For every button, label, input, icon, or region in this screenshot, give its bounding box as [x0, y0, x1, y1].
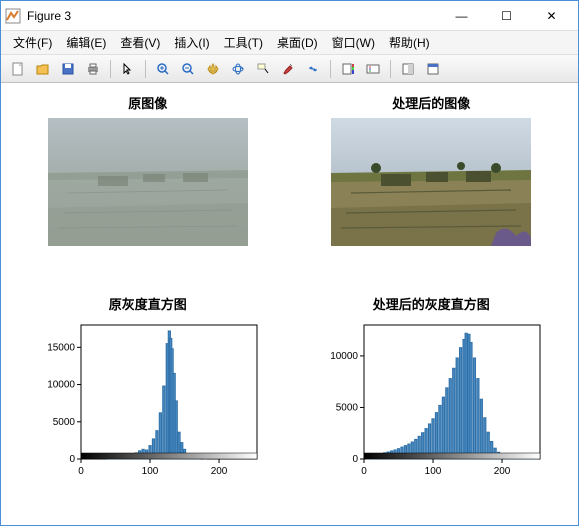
toolbar [1, 55, 578, 83]
menu-bar: 文件(F) 编辑(E) 查看(V) 插入(I) 工具(T) 桌面(D) 窗口(W… [1, 31, 578, 55]
toolbar-separator [390, 60, 391, 78]
maximize-glyph: ☐ [501, 9, 512, 23]
toolbar-separator [110, 60, 111, 78]
panel-processed-histogram: 处理后的灰度直方图 0 5000 10000 0 100 200 [305, 294, 559, 510]
processed-image-axes[interactable] [331, 118, 531, 246]
svg-text:200: 200 [210, 466, 227, 477]
svg-text:5000: 5000 [336, 402, 359, 413]
panel-title: 原图像 [128, 93, 167, 112]
menu-view[interactable]: 查看(V) [114, 32, 166, 53]
svg-text:0: 0 [78, 466, 84, 477]
menu-insert[interactable]: 插入(I) [168, 32, 215, 53]
zoom-in-icon[interactable] [152, 58, 174, 80]
link-icon[interactable] [302, 58, 324, 80]
toolbar-separator [330, 60, 331, 78]
pan-icon[interactable] [202, 58, 224, 80]
window-title: Figure 3 [27, 9, 439, 23]
original-image-axes[interactable] [48, 118, 248, 246]
toolbar-separator [145, 60, 146, 78]
zoom-out-icon[interactable] [177, 58, 199, 80]
close-glyph: ✕ [546, 9, 556, 23]
svg-text:0: 0 [361, 466, 367, 477]
menu-desktop[interactable]: 桌面(D) [271, 32, 324, 53]
pointer-icon[interactable] [117, 58, 139, 80]
close-button[interactable]: ✕ [529, 1, 574, 31]
svg-text:5000: 5000 [53, 417, 76, 428]
menu-edit[interactable]: 编辑(E) [60, 32, 112, 53]
maximize-button[interactable]: ☐ [484, 1, 529, 31]
title-bar[interactable]: Figure 3 — ☐ ✕ [1, 1, 578, 31]
save-icon[interactable] [57, 58, 79, 80]
menu-file[interactable]: 文件(F) [7, 32, 58, 53]
panel-original-histogram: 原灰度直方图 0 5000 10000 15000 0 100 200 [21, 294, 275, 510]
panel-original-image: 原图像 [21, 93, 275, 269]
figure-window: Figure 3 — ☐ ✕ 文件(F) 编辑(E) 查看(V) 插入(I) 工… [0, 0, 579, 526]
svg-text:100: 100 [141, 466, 158, 477]
colorbar-icon[interactable] [337, 58, 359, 80]
svg-text:15000: 15000 [47, 342, 75, 353]
svg-text:10000: 10000 [330, 351, 358, 362]
minimize-button[interactable]: — [439, 1, 484, 31]
svg-text:100: 100 [425, 466, 442, 477]
menu-help[interactable]: 帮助(H) [383, 32, 436, 53]
svg-text:200: 200 [494, 466, 511, 477]
menu-tools[interactable]: 工具(T) [218, 32, 269, 53]
panel-title: 处理后的图像 [392, 93, 470, 112]
svg-text:0: 0 [353, 454, 359, 465]
processed-histogram-axes[interactable]: 0 5000 10000 0 100 200 [316, 319, 546, 487]
panel-title: 原灰度直方图 [109, 294, 187, 313]
data-cursor-icon[interactable] [252, 58, 274, 80]
panel-processed-image: 处理后的图像 [305, 93, 559, 269]
new-file-icon[interactable] [7, 58, 29, 80]
legend-icon[interactable] [362, 58, 384, 80]
print-icon[interactable] [82, 58, 104, 80]
menu-window[interactable]: 窗口(W) [326, 32, 381, 53]
open-folder-icon[interactable] [32, 58, 54, 80]
original-histogram-axes[interactable]: 0 5000 10000 15000 0 100 200 [33, 319, 263, 487]
figure-content: 原图像 [1, 83, 578, 525]
svg-text:0: 0 [69, 454, 75, 465]
rotate-3d-icon[interactable] [227, 58, 249, 80]
hide-plot-icon[interactable] [397, 58, 419, 80]
panel-title: 处理后的灰度直方图 [373, 294, 490, 313]
dock-icon[interactable] [422, 58, 444, 80]
minimize-glyph: — [456, 9, 468, 23]
matlab-figure-icon [5, 8, 21, 24]
svg-text:10000: 10000 [47, 380, 75, 391]
brush-icon[interactable] [277, 58, 299, 80]
